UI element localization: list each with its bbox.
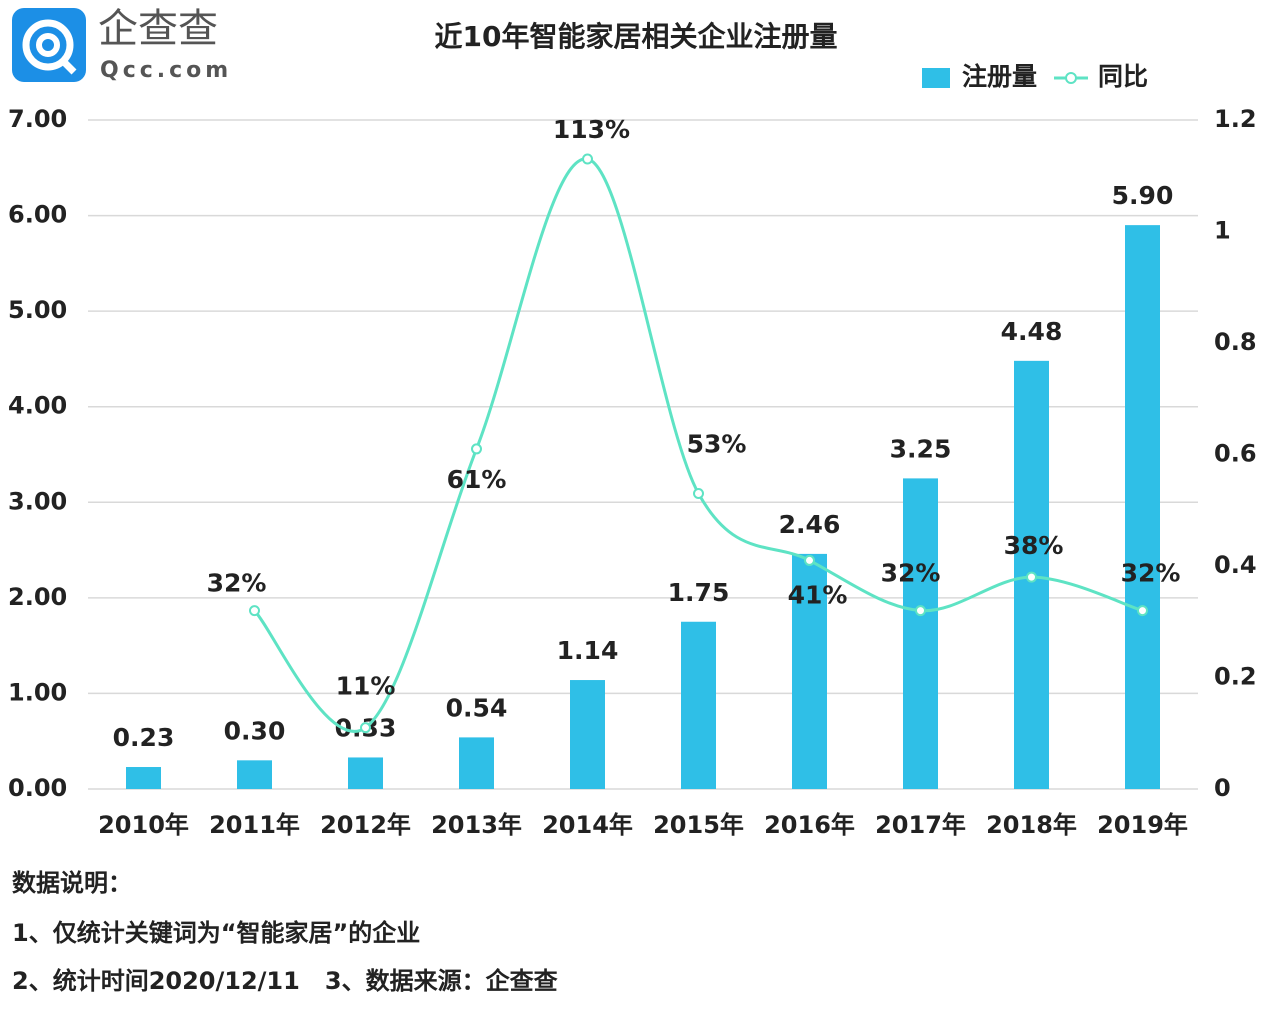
line-value-label: 32% — [881, 559, 941, 588]
line-value-label: 41% — [788, 580, 848, 609]
y2-tick-label: 0.8 — [1214, 328, 1257, 356]
line-point — [360, 722, 371, 734]
y2-tick-label: 1 — [1214, 217, 1231, 245]
line-value-label: 32% — [1121, 559, 1181, 588]
line-value-label: 113% — [553, 115, 630, 144]
y-tick-label: 4.00 — [8, 392, 67, 420]
x-tick-label: 2016年 — [764, 811, 855, 839]
y-tick-label: 7.00 — [8, 105, 67, 133]
bar — [792, 553, 827, 789]
bar — [1125, 225, 1160, 790]
bar-value-label: 4.48 — [1001, 317, 1063, 346]
line-point — [1137, 605, 1148, 617]
bar-value-label: 0.30 — [224, 716, 286, 745]
y2-tick-label: 0.4 — [1214, 551, 1257, 579]
y-tick-label: 5.00 — [8, 296, 67, 324]
note: 1、仅统计关键词为“智能家居”的企业 — [12, 919, 420, 947]
x-tick-label: 2017年 — [875, 811, 966, 839]
x-tick-label: 2019年 — [1097, 811, 1188, 839]
bar-value-label: 3.25 — [890, 434, 952, 463]
logo-icon-ring — [22, 19, 74, 71]
bar — [459, 737, 494, 789]
x-tick-label: 2015年 — [653, 811, 744, 839]
bar — [237, 760, 272, 789]
bar-value-label: 5.90 — [1112, 181, 1174, 210]
line-value-label: 11% — [336, 672, 396, 701]
bar — [126, 767, 161, 789]
bar-value-label: 1.75 — [668, 578, 730, 607]
x-tick-label: 2010年 — [98, 811, 189, 839]
y2-tick-label: 0.6 — [1214, 440, 1257, 468]
bar-value-label: 2.46 — [779, 510, 841, 539]
bar — [348, 757, 383, 789]
bar — [570, 680, 605, 789]
y-tick-label: 1.00 — [8, 678, 67, 706]
y2-tick-label: 1.2 — [1214, 105, 1257, 133]
y2-tick-label: 0.2 — [1214, 663, 1257, 691]
line-value-label: 61% — [447, 465, 507, 494]
x-tick-label: 2011年 — [209, 811, 300, 839]
y-tick-label: 2.00 — [8, 583, 67, 611]
x-tick-label: 2014年 — [542, 811, 633, 839]
line-point — [915, 605, 926, 617]
line-point — [249, 605, 260, 617]
x-tick-label: 2012年 — [320, 811, 411, 839]
line-value-label: 53% — [687, 430, 747, 459]
y-tick-label: 3.00 — [8, 487, 67, 515]
line-value-label: 32% — [207, 569, 267, 598]
logo-icon-tail — [59, 57, 77, 75]
logo-name: 企查查 — [98, 6, 218, 52]
note: 数据说明： — [12, 869, 132, 897]
legend-swatch — [1065, 72, 1077, 84]
note: 2、统计时间2020/12/11 3、数据来源：企查查 — [12, 967, 558, 995]
x-tick-label: 2018年 — [986, 811, 1077, 839]
line-point — [804, 554, 815, 566]
legend-label: 同比 — [1098, 62, 1148, 91]
legend-swatch — [922, 68, 950, 88]
x-tick-label: 2013年 — [431, 811, 522, 839]
bar — [681, 621, 716, 789]
line — [253, 157, 1143, 733]
bar-value-label: 1.14 — [557, 636, 619, 665]
y-tick-label: 6.00 — [8, 201, 67, 229]
line-point — [582, 153, 593, 165]
line-value-label: 38% — [1004, 531, 1064, 560]
line-point — [693, 488, 704, 500]
line-point — [1026, 571, 1037, 583]
y-tick-label: 0.00 — [8, 774, 67, 802]
logo-icon-core — [36, 33, 60, 57]
bar-value-label: 0.23 — [113, 723, 175, 752]
bar — [903, 478, 938, 789]
y2-tick-label: 0 — [1214, 774, 1231, 802]
legend-label: 注册量 — [962, 62, 1037, 91]
bar-value-label: 0.54 — [446, 693, 508, 722]
chart-title: 近10年智能家居相关企业注册量 — [435, 20, 838, 53]
line-point — [471, 443, 482, 455]
logo-site: Qcc.com — [100, 58, 232, 83]
